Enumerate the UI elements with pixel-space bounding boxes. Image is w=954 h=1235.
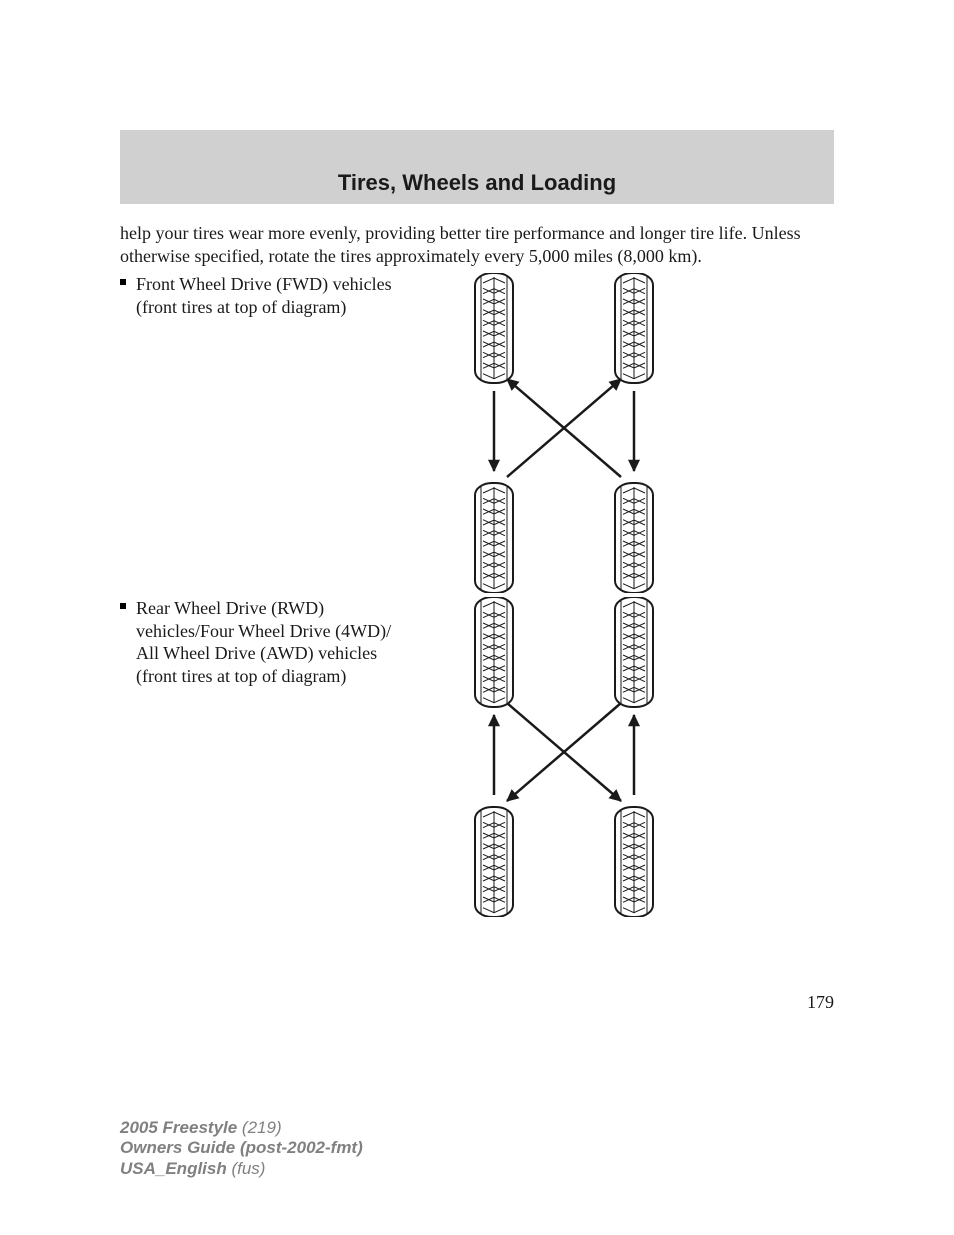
tire-icon bbox=[475, 807, 513, 917]
footer-line-1: 2005 Freestyle (219) bbox=[120, 1118, 363, 1138]
bullet-dot-icon bbox=[120, 603, 126, 609]
footer-lang: USA_English bbox=[120, 1159, 231, 1178]
footer-line-2: Owners Guide (post-2002-fmt) bbox=[120, 1138, 363, 1158]
rwd-rotation-diagram bbox=[415, 597, 695, 917]
tire-icon bbox=[475, 597, 513, 707]
rotation-arrow bbox=[629, 391, 639, 471]
tire-icon bbox=[615, 273, 653, 383]
fwd-rotation-diagram bbox=[415, 273, 695, 593]
footer-model: 2005 Freestyle bbox=[120, 1118, 242, 1137]
bullet-fwd: Front Wheel Drive (FWD) vehicles (front … bbox=[136, 273, 415, 318]
rotation-arrow bbox=[629, 715, 639, 795]
tire-icon bbox=[475, 483, 513, 593]
footer-lang-code: (fus) bbox=[231, 1159, 265, 1178]
section-title: Tires, Wheels and Loading bbox=[338, 170, 616, 196]
page-number: 179 bbox=[807, 992, 834, 1013]
document-footer: 2005 Freestyle (219) Owners Guide (post-… bbox=[120, 1118, 363, 1179]
tire-icon bbox=[615, 807, 653, 917]
tire-icon bbox=[615, 597, 653, 707]
section-header-band: Tires, Wheels and Loading bbox=[120, 130, 834, 204]
bullet-rwd-text: Rear Wheel Drive (RWD) vehicles/Four Whe… bbox=[136, 598, 391, 686]
tire-icon bbox=[615, 483, 653, 593]
footer-line-3: USA_English (fus) bbox=[120, 1159, 363, 1179]
footer-guide: Owners Guide (post-2002-fmt) bbox=[120, 1138, 363, 1157]
bullet-fwd-text: Front Wheel Drive (FWD) vehicles (front … bbox=[136, 274, 392, 317]
intro-paragraph: help your tires wear more evenly, provid… bbox=[120, 222, 834, 267]
tire-icon bbox=[475, 273, 513, 383]
rotation-arrow bbox=[489, 715, 499, 795]
rotation-arrow bbox=[489, 391, 499, 471]
bullet-dot-icon bbox=[120, 279, 126, 285]
bullet-rwd: Rear Wheel Drive (RWD) vehicles/Four Whe… bbox=[136, 597, 415, 687]
footer-model-code: (219) bbox=[242, 1118, 282, 1137]
